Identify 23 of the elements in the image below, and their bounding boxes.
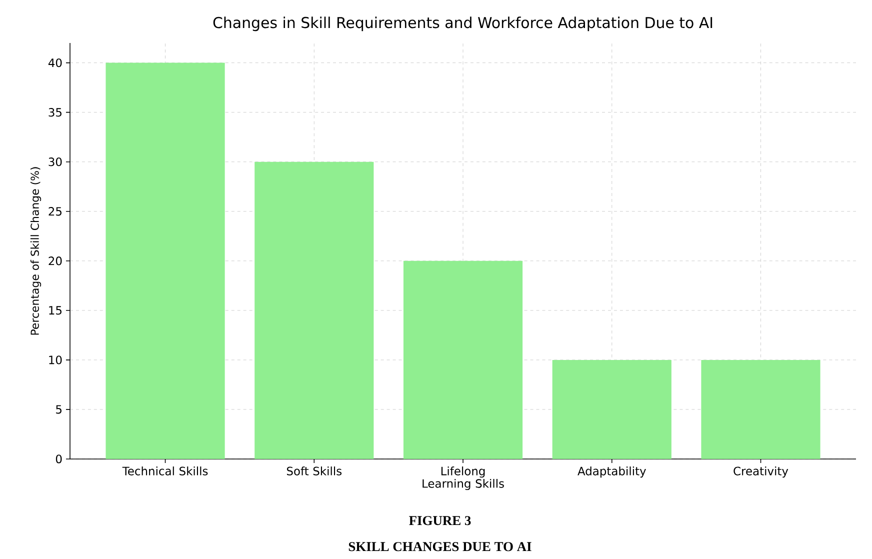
x-tick-label: Technical Skills	[122, 466, 208, 476]
y-tick-label: 5	[56, 405, 62, 414]
y-tick-label: 0	[56, 454, 62, 464]
x-tick-label: Adaptability	[578, 466, 646, 478]
caption: FIGURE 3	[409, 516, 471, 526]
x-tick-label: Creativity	[734, 466, 788, 478]
text: SKILL CHANGES DUE TO AI	[348, 542, 532, 552]
y-tick-label: 10	[49, 356, 62, 364]
y-tick-label: 40	[48, 58, 62, 68]
bar	[106, 62, 225, 459]
y-tick-label: 25	[48, 207, 62, 216]
bar	[403, 260, 523, 459]
chart-title: Changes in Skill Requirements and Workforce Adaptation Due to AI	[213, 16, 712, 32]
bar	[254, 162, 374, 459]
bar	[552, 360, 672, 459]
y-tick-label: 20	[48, 256, 62, 266]
y-tick-label: 35	[48, 108, 62, 117]
x-tick-label: Soft Skills	[286, 466, 342, 476]
bar	[701, 360, 820, 459]
x-tick-label: Lifelong Learning Skills	[422, 466, 504, 490]
y-tick-label: 15	[49, 306, 62, 315]
y-axis-title: Percentage of Skill Change (%)	[30, 167, 42, 335]
y-tick-label: 30	[48, 158, 62, 166]
